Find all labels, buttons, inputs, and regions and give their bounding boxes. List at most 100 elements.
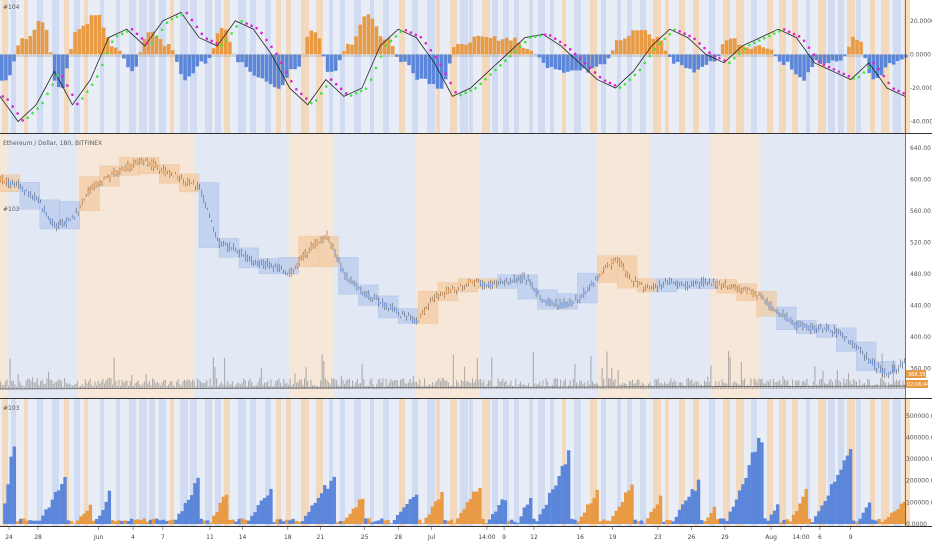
volume-bar <box>284 383 286 389</box>
candle-body <box>330 244 332 246</box>
volume-histogram-bar <box>373 521 378 524</box>
volume-bar <box>100 381 102 389</box>
candle-body <box>422 310 424 312</box>
volume-bar <box>835 379 837 389</box>
volume-histogram-bar <box>446 520 450 524</box>
oscillator-bar <box>158 39 163 55</box>
oscillator-dot <box>748 43 751 47</box>
volume-histogram-bar <box>652 508 656 524</box>
volume-bar <box>440 381 442 389</box>
volume-bar <box>76 380 78 389</box>
candle-body <box>276 265 278 272</box>
y-axis-labels: 20.00000.0000-20.0000-40.0000640.00600.0… <box>906 18 932 528</box>
volume-histogram-bar <box>383 520 387 524</box>
oscillator-bar <box>794 54 798 75</box>
volume-histogram-bar <box>120 520 124 524</box>
candle-body <box>360 289 362 294</box>
volume-bar <box>145 374 147 389</box>
candle-body <box>800 323 802 324</box>
oscillator-dot <box>31 111 34 115</box>
range-box <box>99 165 120 187</box>
volume-histogram-bar <box>690 489 694 524</box>
candle-body <box>818 328 820 330</box>
candle-body <box>760 294 762 297</box>
volume-bar <box>518 384 520 389</box>
volume-bar <box>102 378 104 389</box>
range-box <box>39 199 60 230</box>
oscillator-dot <box>290 79 293 83</box>
volume-bar <box>644 386 646 389</box>
candle-body <box>127 164 129 170</box>
volume-bar <box>691 379 693 389</box>
volume-bar <box>464 366 466 389</box>
oscillator-bar <box>891 54 896 65</box>
volume-histogram-bar <box>852 520 856 524</box>
volume-histogram-bar <box>795 511 799 524</box>
volume-bar <box>641 382 643 389</box>
candle-body <box>732 287 734 289</box>
volume-bar <box>739 384 741 389</box>
candle-body <box>567 303 569 306</box>
session-stripe <box>847 0 855 133</box>
volume-histogram-bar <box>620 501 625 524</box>
oscillator-dot <box>474 86 477 90</box>
price-panel[interactable]: Ethereum / Dollar, 180, BITFINEX #103 <box>0 134 906 398</box>
candle-body <box>232 246 235 251</box>
oscillator-bar <box>582 54 586 69</box>
oscillator-bar <box>456 44 460 55</box>
volume-bar <box>366 385 368 389</box>
volume-histogram-bar <box>307 511 311 524</box>
volume-bar <box>460 379 462 389</box>
volume-bar <box>126 380 128 389</box>
session-stripe <box>11 0 16 133</box>
volume-panel[interactable]: #103 <box>0 399 910 526</box>
volume-histogram-bar <box>22 518 26 524</box>
volume-histogram-bar <box>757 437 761 524</box>
volume-histogram-bar <box>342 520 346 524</box>
candle-body <box>242 254 245 257</box>
x-axis-labels: 24 28 Jun 4 7 11 14 18 21 25 28 Jul 14:00 9 12 16 19 23 26… <box>5 527 853 541</box>
volume-bar <box>163 379 165 389</box>
volume-histogram-bar <box>142 518 146 524</box>
volume-histogram-bar <box>88 504 93 524</box>
oscillator-dot <box>300 92 303 96</box>
oscillator-panel[interactable]: #104 <box>0 0 910 133</box>
volume-bar <box>745 386 747 389</box>
candle-body <box>812 326 814 331</box>
oscillator-dot <box>892 87 895 90</box>
oscillator-dot <box>130 27 134 31</box>
volume-bar <box>664 381 666 389</box>
oscillator-bar <box>529 50 534 55</box>
volume-bar <box>6 379 8 389</box>
candle-body <box>298 259 300 265</box>
session-stripe <box>139 399 147 526</box>
oscillator-bar <box>488 37 493 55</box>
candle-body <box>463 286 466 287</box>
volume-bar <box>110 378 112 389</box>
session-stripe <box>238 0 246 133</box>
candle-body <box>533 289 535 292</box>
volume-bar <box>742 379 744 389</box>
candle-body <box>786 315 788 322</box>
volume-histogram-bar <box>323 485 327 524</box>
range-box <box>716 279 737 294</box>
session-stripe <box>653 0 661 133</box>
session-stripe <box>399 399 405 526</box>
oscillator-dot <box>593 71 597 74</box>
candle-body <box>897 368 900 370</box>
candle-body <box>804 323 806 328</box>
candle-body <box>467 280 469 285</box>
oscillator-bar <box>154 36 159 55</box>
candle-body <box>282 271 284 274</box>
volume-bar <box>214 366 216 389</box>
volume-bar <box>492 386 494 389</box>
volume-histogram-bar <box>316 497 321 524</box>
oscillator-dot <box>862 71 866 74</box>
oscillator-dot <box>26 116 29 120</box>
oscillator-dot <box>16 112 19 115</box>
volume-bar <box>65 382 67 389</box>
volume-bar <box>692 383 694 389</box>
volume-histogram-bar <box>630 484 634 524</box>
candle-body <box>571 300 573 304</box>
oscillator-dot <box>384 44 388 47</box>
